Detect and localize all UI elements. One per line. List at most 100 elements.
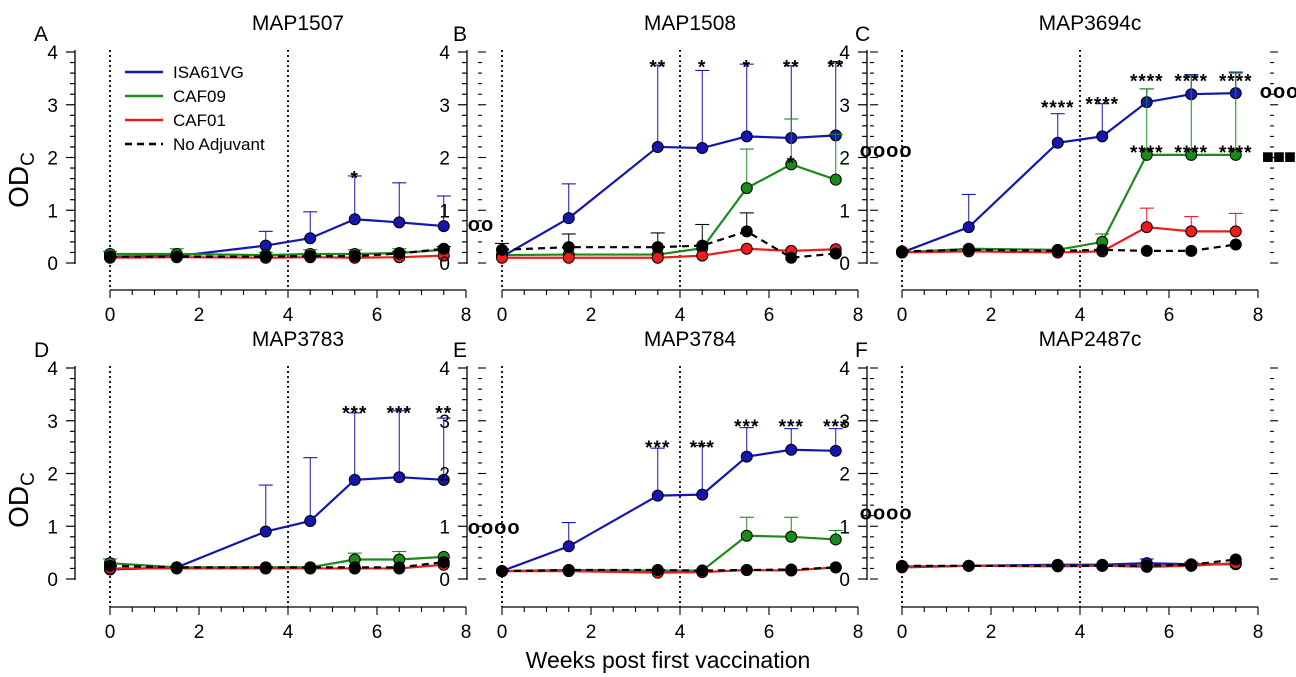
y-tick-label: 0 (47, 254, 58, 275)
data-point (1096, 130, 1109, 143)
y-tick-label: 1 (439, 201, 450, 222)
y-tick-label: 2 (839, 465, 850, 486)
significance-circles: oooo (860, 503, 913, 525)
data-point (304, 250, 317, 263)
significance-marker: *** (690, 438, 715, 459)
panel-f: F MAP2487c 0 1 2 3 4 0 2 4 6 8 (839, 328, 1278, 643)
data-point (437, 473, 450, 486)
x-tick-label: 0 (105, 305, 116, 326)
panel-title: MAP1507 (252, 12, 344, 35)
y-axis-title-sub: C (18, 152, 39, 166)
data-point (1051, 244, 1064, 257)
panel-letter: A (34, 23, 48, 46)
y-tick-label: 1 (439, 517, 450, 538)
data-point (1096, 559, 1109, 572)
significance-marker: **** (1130, 143, 1164, 164)
data-point (1229, 553, 1242, 566)
panel-letter: F (855, 339, 868, 362)
significance-marker: * (698, 57, 706, 78)
data-point (393, 247, 406, 260)
data-point (962, 559, 975, 572)
y-tick-label: 0 (839, 570, 850, 591)
data-point (829, 444, 842, 457)
data-point (259, 250, 272, 263)
data-point (829, 173, 842, 186)
data-point (1140, 559, 1153, 572)
data-point (304, 514, 317, 527)
y-tick-label: 2 (439, 149, 450, 170)
data-point (829, 247, 842, 260)
x-tick-label: 6 (1164, 305, 1175, 326)
y-tick-label: 1 (47, 517, 58, 538)
significance-squares: ■■■■ (1262, 146, 1296, 168)
series-line (501, 448, 836, 573)
panel-title: MAP1508 (644, 12, 736, 35)
x-tick-label: 6 (1164, 622, 1175, 643)
data-point (785, 251, 798, 264)
data-point (651, 489, 664, 502)
y-tick-label: 0 (47, 570, 58, 591)
data-point (393, 471, 406, 484)
significance-marker: **** (1174, 143, 1208, 164)
x-tick-label: 2 (194, 622, 205, 643)
x-tick-label: 2 (194, 305, 205, 326)
data-point (785, 563, 798, 576)
data-point (348, 213, 361, 226)
y-tick-label: 0 (439, 254, 450, 275)
data-point (740, 564, 753, 577)
significance-marker: *** (823, 417, 848, 438)
significance-marker: ** (435, 404, 452, 425)
data-point (437, 242, 450, 255)
x-tick-label: 6 (372, 622, 383, 643)
data-point (1096, 243, 1109, 256)
x-tick-label: 0 (897, 305, 908, 326)
data-point (348, 473, 361, 486)
data-point (785, 530, 798, 543)
series-line (109, 476, 444, 571)
series-no-adjuvant (495, 212, 842, 264)
legend-label: No Adjuvant (173, 135, 265, 154)
y-tick-label: 4 (839, 43, 850, 64)
data-point (496, 565, 508, 578)
series-line (501, 163, 837, 257)
legend-label: ISA61VG (173, 63, 244, 82)
series-no-adjuvant (496, 561, 842, 578)
significance-marker: * (743, 57, 751, 78)
y-tick-label: 4 (47, 359, 58, 380)
data-point (1051, 136, 1064, 149)
data-point (785, 443, 798, 456)
data-point (740, 130, 753, 143)
series-caf09 (496, 118, 843, 262)
data-point (829, 561, 842, 574)
data-point (1051, 559, 1064, 572)
significance-marker: **** (1219, 143, 1253, 164)
y-tick-label: 3 (839, 412, 850, 433)
data-point (829, 533, 842, 546)
x-tick-label: 8 (1253, 305, 1264, 326)
legend: ISA61VG CAF09 CAF01 No Adjuvant (125, 63, 265, 154)
data-point (785, 158, 798, 171)
series-no-adjuvant (896, 553, 1242, 572)
data-point (1185, 244, 1198, 257)
significance-marker: *** (734, 417, 759, 438)
panel-letter: E (453, 339, 467, 362)
x-tick-label: 8 (853, 305, 864, 326)
x-tick-label: 6 (764, 622, 775, 643)
y-tick-label: 3 (47, 96, 58, 117)
x-tick-label: 0 (497, 305, 508, 326)
y-tick-label: 3 (439, 96, 450, 117)
y-axis-title-main: OD (3, 166, 34, 208)
x-tick-label: 0 (497, 622, 508, 643)
data-point (1140, 148, 1153, 161)
significance-circles: oooo (860, 140, 913, 162)
data-point (696, 249, 709, 262)
x-tick-label: 4 (675, 305, 686, 326)
data-point (740, 182, 753, 195)
x-tick-label: 0 (897, 622, 908, 643)
significance-marker: *** (342, 404, 367, 425)
y-tick-label: 0 (439, 570, 450, 591)
panel-letter: D (34, 339, 49, 362)
panel-title: MAP3694c (1039, 12, 1142, 35)
data-point (348, 250, 361, 263)
